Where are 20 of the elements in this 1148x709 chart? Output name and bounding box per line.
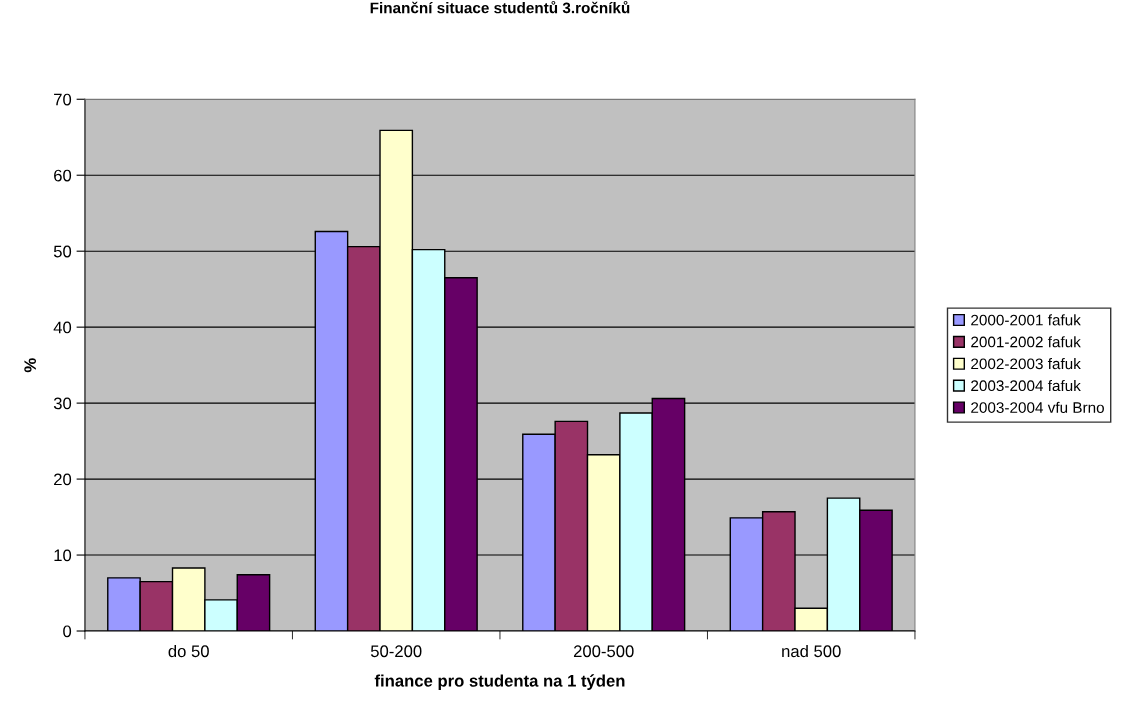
chart-title: Finanční situace studentů 3.ročníků [370, 0, 630, 14]
legend-label: 2001-2002 fafuk [971, 336, 1081, 348]
y-tick-label: 50 [53, 245, 72, 258]
y-tick-label: 60 [54, 169, 72, 182]
legend-label: 2002-2003 fafuk [971, 358, 1081, 370]
x-tick-label: nad 500 [782, 644, 841, 658]
y-tick-label: 30 [53, 397, 72, 410]
y-axis-title: % [24, 358, 36, 373]
legend-label: 2000-2001 fafuk [971, 314, 1081, 326]
legend-label: 2003-2004 vfu Brno [971, 401, 1104, 413]
legend-label: 2003-2004 fafuk [971, 379, 1081, 392]
y-tick-label: 70 [54, 93, 72, 106]
x-tick-label: 200-500 [573, 645, 634, 658]
y-tick-label: 20 [54, 473, 72, 486]
x-axis-title: finance pro studenta na 1 týden [374, 674, 625, 691]
y-tick-label: 10 [54, 549, 72, 562]
y-tick-label: 40 [53, 321, 72, 334]
y-tick-label: 0 [63, 625, 72, 638]
x-tick-label: do 50 [168, 644, 209, 658]
x-tick-label: 50-200 [370, 645, 422, 658]
